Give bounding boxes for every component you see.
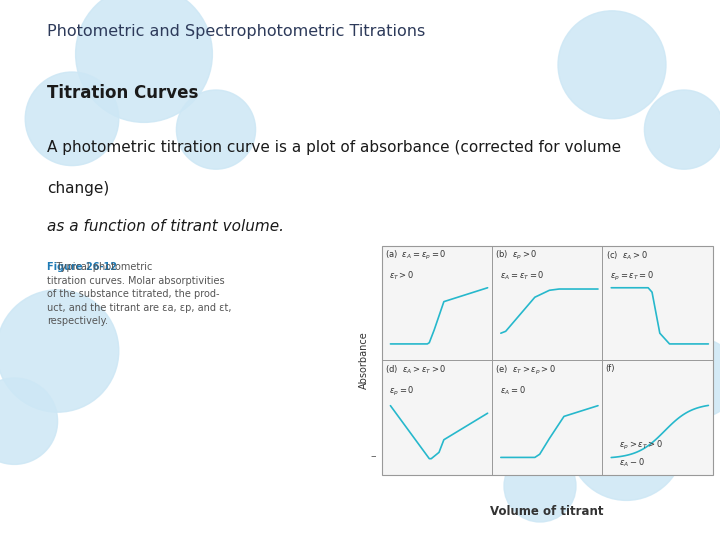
Text: $\varepsilon_p = 0$: $\varepsilon_p = 0$: [390, 384, 415, 397]
Ellipse shape: [504, 450, 576, 522]
Text: (d)  $\varepsilon_A > \varepsilon_T > 0$: (d) $\varepsilon_A > \varepsilon_T > 0$: [385, 364, 446, 376]
Text: Typical photometric
titration curves. Molar absorptivities
of the substance titr: Typical photometric titration curves. Mo…: [47, 262, 231, 326]
Text: (e)  $\varepsilon_T > \varepsilon_p > 0$: (e) $\varepsilon_T > \varepsilon_p > 0$: [495, 364, 557, 377]
Ellipse shape: [176, 90, 256, 169]
Ellipse shape: [0, 290, 119, 412]
Ellipse shape: [659, 339, 720, 417]
Text: Figure 26-12: Figure 26-12: [47, 262, 117, 272]
Text: as a function of titrant volume.: as a function of titrant volume.: [47, 219, 284, 234]
Text: Titration Curves: Titration Curves: [47, 84, 198, 102]
Text: (f): (f): [606, 364, 615, 373]
Text: –: –: [370, 451, 376, 461]
Text: $\varepsilon_A = \varepsilon_T = 0$: $\varepsilon_A = \varepsilon_T = 0$: [500, 270, 544, 282]
Ellipse shape: [0, 378, 58, 464]
Text: Volume of titrant: Volume of titrant: [490, 505, 604, 518]
Text: (c)  $\varepsilon_A > 0$: (c) $\varepsilon_A > 0$: [606, 249, 648, 262]
Bar: [382, 246, 713, 475]
Text: $\varepsilon_A = 0$: $\varepsilon_A = 0$: [500, 384, 526, 397]
Text: A photometric titration curve is a plot of absorbance (corrected for volume: A photometric titration curve is a plot …: [47, 140, 621, 156]
Text: (b)  $\varepsilon_p > 0$: (b) $\varepsilon_p > 0$: [495, 249, 538, 262]
Ellipse shape: [644, 90, 720, 169]
Text: $\varepsilon_T > 0$: $\varepsilon_T > 0$: [390, 270, 415, 282]
Ellipse shape: [76, 0, 212, 123]
Text: change): change): [47, 181, 109, 196]
Ellipse shape: [558, 11, 666, 119]
Text: Absorbance: Absorbance: [359, 332, 369, 389]
Ellipse shape: [25, 72, 119, 166]
Text: (a)  $\varepsilon_A = \varepsilon_p = 0$: (a) $\varepsilon_A = \varepsilon_p = 0$: [385, 249, 446, 262]
Ellipse shape: [569, 385, 684, 501]
Text: Photometric and Spectrophotometric Titrations: Photometric and Spectrophotometric Titra…: [47, 24, 425, 39]
Text: $\varepsilon_p = \varepsilon_T = 0$: $\varepsilon_p = \varepsilon_T = 0$: [610, 270, 654, 283]
Text: $\varepsilon_p > \varepsilon_T > 0$
$\varepsilon_A - 0$: $\varepsilon_p > \varepsilon_T > 0$ $\va…: [619, 438, 663, 469]
